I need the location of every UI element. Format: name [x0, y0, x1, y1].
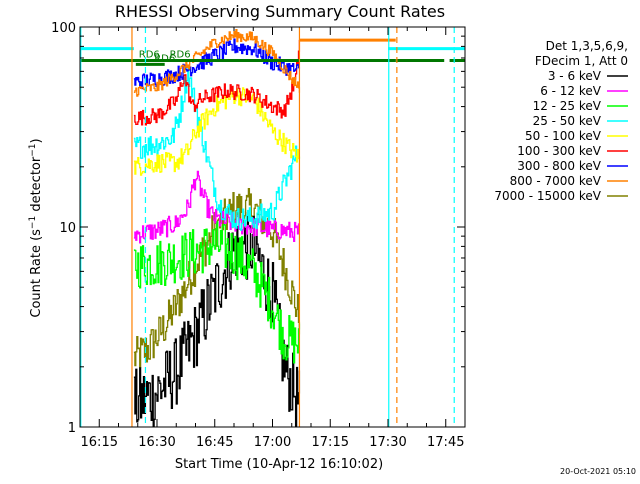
legend-label: 6 - 12 keV	[540, 84, 602, 98]
legend-label: 25 - 50 keV	[533, 114, 602, 128]
flag-label: RD6	[139, 49, 160, 60]
legend-label: 3 - 6 keV	[548, 69, 602, 83]
chart-title: RHESSI Observing Summary Count Rates	[115, 2, 445, 21]
legend-label: 800 - 7000 keV	[510, 174, 602, 188]
legend-label: 50 - 100 keV	[525, 129, 602, 143]
x-tick-label: 17:15	[312, 435, 349, 450]
legend-label: 12 - 25 keV	[533, 99, 602, 113]
series-line-25-50-kev	[133, 66, 301, 231]
data-layer	[133, 29, 301, 427]
x-tick-label: 17:00	[254, 435, 291, 450]
footer-timestamp: 20-Oct-2021 05:10	[560, 467, 636, 476]
legend-label: 7000 - 15000 keV	[494, 189, 601, 203]
legend-label: 100 - 300 keV	[517, 144, 601, 158]
series-line-12-25-kev	[133, 221, 301, 364]
legend: Det 1,3,5,6,9,FDecim 1, Att 03 - 6 keV6 …	[494, 39, 628, 203]
series-line-6-12-kev	[133, 170, 301, 244]
y-axis-label: Count Rate (s−1 detector−1)	[28, 138, 44, 317]
x-tick-label: 17:45	[427, 435, 464, 450]
y-tick-label: 10	[59, 221, 76, 236]
series-line-7000-15000-kev	[133, 187, 301, 369]
y-tick-label: 100	[51, 21, 76, 36]
x-tick-label: 17:30	[369, 435, 406, 450]
x-tick-label: 16:30	[138, 435, 175, 450]
flag-label: RD6	[154, 53, 175, 64]
series-line-300-800-kev	[133, 38, 301, 90]
x-axis-label: Start Time (10-Apr-12 16:10:02)	[175, 457, 383, 472]
series-line-50-100-kev	[133, 87, 301, 176]
flag-label: RD6	[170, 49, 191, 60]
series-line-800-7000-kev	[133, 29, 301, 97]
y-tick-label: 1	[68, 421, 76, 436]
legend-header: FDecim 1, Att 0	[535, 54, 628, 68]
x-tick-label: 16:15	[81, 435, 118, 450]
series-line-100-300-kev	[133, 39, 301, 126]
legend-label: 300 - 800 keV	[517, 159, 601, 173]
legend-header: Det 1,3,5,6,9,	[546, 39, 628, 53]
x-tick-label: 16:45	[196, 435, 233, 450]
axis-layer: 16:15 16:30 16:45 17:00 17:15 17:30 17:45 1 10 10…	[51, 21, 466, 450]
